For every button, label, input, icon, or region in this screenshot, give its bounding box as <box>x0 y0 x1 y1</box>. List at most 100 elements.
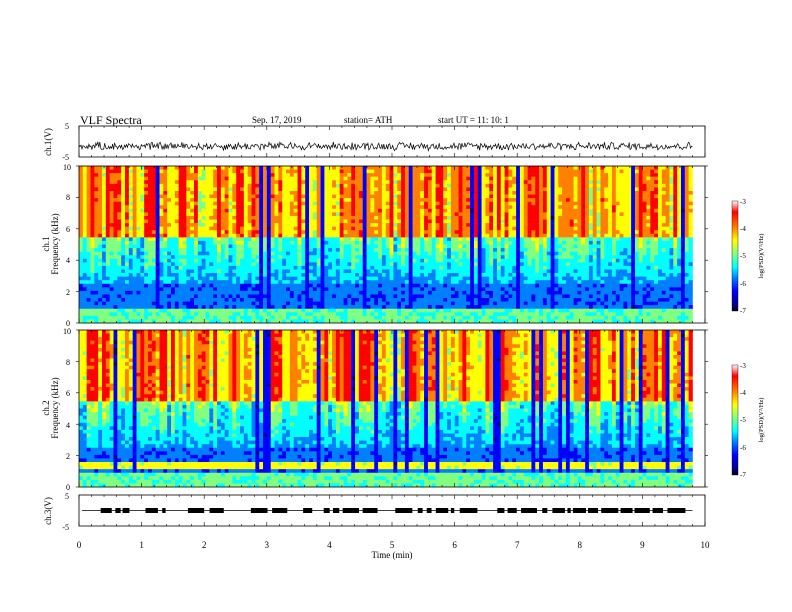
spectrogram-cell <box>171 244 176 249</box>
spectrogram-cell <box>274 294 279 299</box>
spectrogram-cell <box>389 176 394 181</box>
spectrogram-cell <box>347 248 352 252</box>
spectrogram-cell <box>205 305 210 310</box>
spectrogram-cell <box>205 258 210 263</box>
spectrogram-cell <box>286 173 291 178</box>
spectrogram-cell <box>458 315 463 320</box>
spectrogram-cell <box>293 276 298 281</box>
spectrogram-cell <box>489 226 494 231</box>
spectrogram-cell <box>121 251 126 256</box>
spectrogram-cell <box>240 219 245 224</box>
spectrogram-cell <box>266 173 272 178</box>
spectrogram-cell <box>420 212 425 217</box>
spectrogram-cell <box>117 287 122 292</box>
spectrogram-cell <box>335 215 341 220</box>
spectrogram-cell <box>125 187 130 192</box>
spectrogram-cell <box>297 273 302 277</box>
spectrogram-cell <box>378 187 383 192</box>
spectrogram-cell <box>178 248 183 252</box>
spectrogram-cell <box>401 198 406 202</box>
spectrogram-cell <box>228 176 233 181</box>
spectrogram-cell <box>201 319 206 324</box>
spectrogram-cell <box>259 255 264 260</box>
spectrogram-cell <box>251 312 256 317</box>
spectrogram-cell <box>224 194 229 199</box>
spectrogram-cell <box>427 194 433 199</box>
spectrogram-cell <box>182 248 187 252</box>
spectrogram-cell <box>466 251 471 256</box>
spectrogram-cell <box>136 223 141 227</box>
spectrogram-cell <box>151 190 156 195</box>
spectrogram-cell <box>293 173 298 178</box>
spectrogram-cell <box>144 219 149 224</box>
spectrogram-cell <box>109 237 114 242</box>
spectrogram-cell <box>159 255 164 260</box>
spectrogram-cell <box>450 226 456 231</box>
spectrogram-cell <box>128 208 133 213</box>
spectrogram-cell <box>462 190 467 195</box>
spectrogram-cell <box>316 233 321 238</box>
spectrogram-cell <box>132 301 137 306</box>
spectrogram-cell <box>473 169 479 174</box>
spectrogram-cell <box>481 226 486 231</box>
spectrogram-cell <box>282 276 287 281</box>
spectrogram-cell <box>427 176 433 181</box>
spectrogram-cell <box>236 176 241 181</box>
spectrogram-cell <box>197 287 202 292</box>
spectrogram-cell <box>201 187 206 192</box>
spectrogram-cell <box>481 248 486 252</box>
spectrogram-cell <box>282 262 287 267</box>
spectrogram-cell <box>462 276 467 281</box>
spectrogram-cell <box>263 219 268 224</box>
spectrogram-cell <box>155 205 160 210</box>
spectrogram-cell <box>155 319 160 324</box>
spectrogram-cell <box>508 208 513 213</box>
spectrogram-cell <box>240 280 245 285</box>
spectrogram-cell <box>339 315 344 320</box>
spectrogram-cell <box>366 180 371 185</box>
spectrogram-cell <box>220 180 225 185</box>
spectrogram-cell <box>266 166 272 170</box>
spectrogram-cell <box>385 233 390 238</box>
spectrogram-cell <box>255 255 260 260</box>
spectrogram-cell <box>297 166 302 170</box>
spectrogram-cell <box>255 244 260 249</box>
spectrogram-cell <box>447 180 452 185</box>
spectrogram-cell <box>416 223 421 227</box>
spectrogram-cell <box>320 308 325 313</box>
spectrogram-cell <box>435 240 440 245</box>
spectrogram-cell <box>489 237 494 242</box>
spectrogram-cell <box>355 287 360 292</box>
spectrogram-cell <box>125 212 130 217</box>
spectrogram-cell <box>98 176 103 181</box>
spectrogram-cell <box>259 226 264 231</box>
spectrogram-cell <box>289 244 295 249</box>
spectrogram-cell <box>148 233 153 238</box>
spectrogram-cell <box>462 308 467 313</box>
spectrogram-cell <box>431 201 436 206</box>
spectrogram-cell <box>148 255 153 260</box>
spectrogram-cell <box>408 244 413 249</box>
spectrogram-cell <box>132 198 137 202</box>
spectrogram-cell <box>144 198 149 202</box>
spectrogram-cell <box>324 312 329 317</box>
spectrogram-cell <box>140 166 145 170</box>
spectrogram-cell <box>500 244 505 249</box>
spectrogram-cell <box>335 208 341 213</box>
spectrogram-cell <box>305 183 310 188</box>
spectrogram-cell <box>228 244 233 249</box>
spectrogram-cell <box>473 294 479 299</box>
spectrogram-cell <box>358 262 364 267</box>
spectrogram-cell <box>397 280 402 285</box>
spectrogram-cell <box>266 301 272 306</box>
spectrogram-cell <box>450 176 456 181</box>
spectrogram-cell <box>247 166 252 170</box>
spectrogram-cell <box>412 265 417 270</box>
spectrogram-cell <box>117 240 122 245</box>
spectrogram-cell <box>194 255 199 260</box>
spectrogram-cell <box>228 269 233 274</box>
spectrogram-cell <box>171 190 176 195</box>
spectrogram-cell <box>117 205 122 210</box>
spectrogram-cell <box>232 205 237 210</box>
spectrogram-cell <box>220 262 225 267</box>
